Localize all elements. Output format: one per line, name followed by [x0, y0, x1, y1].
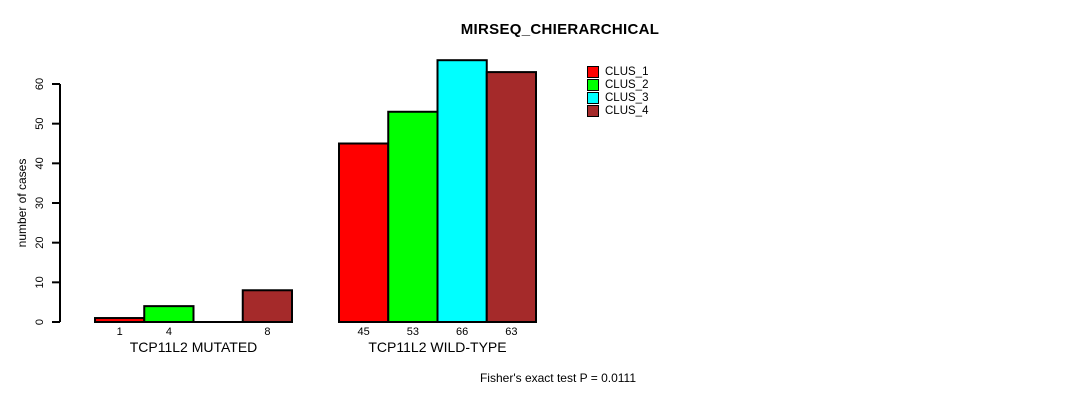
bar-clus_4-group2: [485, 71, 537, 323]
y-tick-label: 10: [34, 276, 46, 288]
bar-clus_4-group1: [241, 289, 293, 323]
legend-swatch-icon: [587, 65, 599, 78]
bar-value-label: 63: [505, 326, 517, 338]
legend-item-clus_1: CLUS_1: [587, 65, 648, 78]
legend-item-clus_3: CLUS_3: [587, 91, 648, 104]
bar-clus_1-group2: [338, 142, 390, 323]
legend-swatch-icon: [587, 104, 599, 117]
bar-clus_2-group2: [387, 110, 439, 324]
bar-clus_2-group1: [143, 305, 195, 323]
legend-swatch-icon: [587, 78, 599, 91]
chart-title: MIRSEQ_CHIERARCHICAL: [460, 21, 660, 38]
legend-swatch-icon: [587, 91, 599, 104]
y-tick-label: 40: [34, 157, 46, 169]
y-tick-label: 20: [34, 237, 46, 249]
bar-value-label: 8: [264, 326, 270, 338]
legend-label: CLUS_1: [605, 65, 649, 78]
bar-clus_3-group2: [436, 59, 488, 323]
legend-label: CLUS_4: [605, 104, 649, 117]
bar-value-label: 53: [407, 326, 419, 338]
y-tick-label: 60: [34, 78, 46, 90]
legend: CLUS_1 CLUS_2 CLUS_3 CLUS_4: [587, 65, 648, 117]
fisher-test-annotation: Fisher's exact test P = 0.0111: [479, 371, 637, 385]
bar-value-label: 45: [358, 326, 370, 338]
legend-item-clus_4: CLUS_4: [587, 104, 648, 117]
bar-clus_1-group1: [94, 317, 146, 323]
bar-value-label: 1: [117, 326, 123, 338]
y-tick-label: 50: [34, 118, 46, 130]
y-tick-label: 0: [34, 319, 46, 325]
bar-value-label: 4: [166, 326, 172, 338]
legend-label: CLUS_3: [605, 91, 649, 104]
group-label-2: TCP11L2 WILD-TYPE: [368, 339, 506, 355]
y-tick-label: 30: [34, 197, 46, 209]
bar-value-label: 66: [456, 326, 468, 338]
legend-label: CLUS_2: [605, 78, 649, 91]
group-label-1: TCP11L2 MUTATED: [130, 339, 258, 355]
legend-item-clus_2: CLUS_2: [587, 78, 648, 91]
